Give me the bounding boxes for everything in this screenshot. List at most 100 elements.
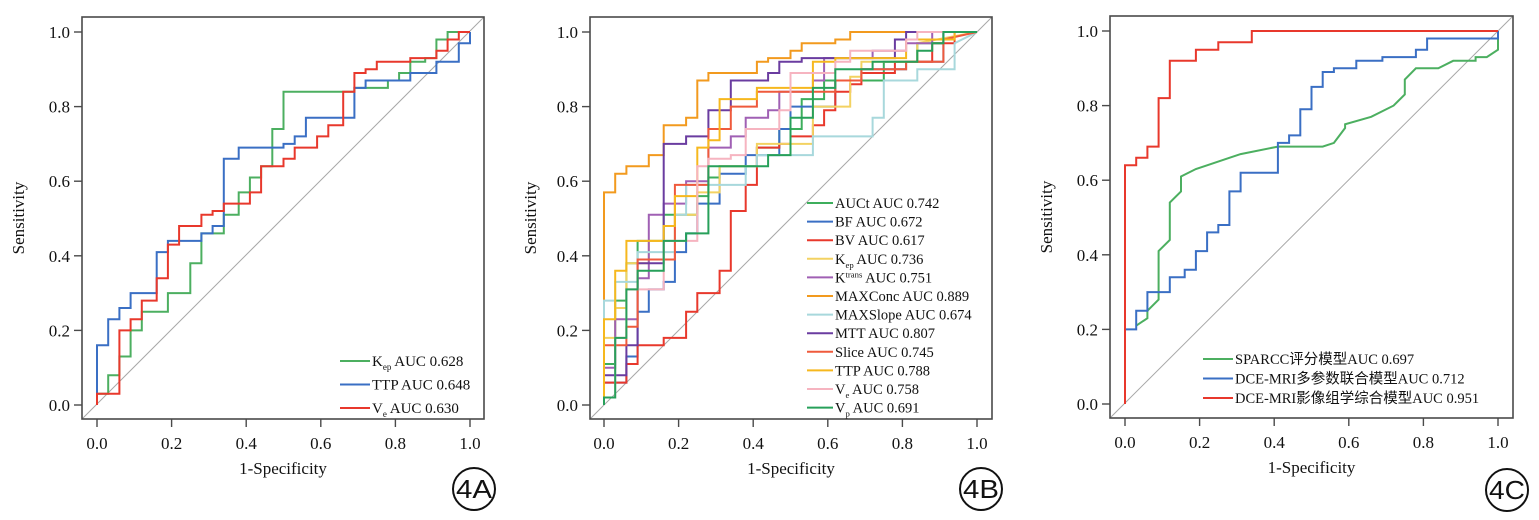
x-tick-label: 0.0: [593, 434, 614, 453]
x-tick-label: 0.4: [236, 434, 258, 453]
panel-label-circle: [959, 467, 1003, 511]
x-tick-label: 0.0: [86, 434, 107, 453]
y-tick-label: 0.2: [557, 321, 578, 340]
x-axis-title: 1-Specificity: [239, 459, 327, 478]
x-tick-label: 0.6: [310, 434, 331, 453]
legend-label: Ve AUC 0.630: [372, 401, 459, 419]
legend-label: MAXSlope AUC 0.674: [835, 308, 972, 324]
legend-item: BF AUC 0.672: [807, 215, 922, 231]
reference-diagonal-line: [1109, 15, 1514, 419]
y-tick-label: 0.2: [1077, 320, 1098, 339]
roc-curve-11: [603, 31, 977, 405]
roc-curve-9: [603, 31, 977, 405]
legend-item: Kep AUC 0.628: [340, 354, 463, 372]
y-tick-label: 0.2: [49, 321, 70, 340]
legend-item: Ve AUC 0.758: [807, 382, 919, 400]
legend-label: AUCt AUC 0.742: [835, 196, 939, 212]
x-tick-label: 1.0: [459, 434, 480, 453]
roc-curve-1: [96, 32, 471, 405]
y-tick-label: 0.6: [1077, 171, 1098, 190]
legend-item: MTT AUC 0.807: [807, 326, 935, 342]
y-tick-label: 0.6: [557, 172, 578, 191]
y-tick-label: 0.4: [557, 247, 579, 266]
y-tick-label: 0.8: [1077, 97, 1098, 116]
legend-label: SPARCC评分模型AUC 0.697: [1235, 351, 1414, 368]
panel-label-circle: [1485, 468, 1529, 512]
panel-label: 4B: [959, 467, 1003, 511]
roc-curve-2: [96, 31, 470, 405]
y-tick-label: 1.0: [49, 23, 70, 42]
roc-curve-0: [1135, 31, 1499, 327]
roc-curve-0: [96, 31, 470, 405]
legend-item: MAXSlope AUC 0.674: [807, 308, 972, 324]
legend-label: Slice AUC 0.745: [835, 345, 934, 361]
x-axis-title: 1-Specificity: [1268, 458, 1356, 477]
legend-label: MAXConc AUC 0.889: [835, 289, 969, 305]
legend-label: MTT AUC 0.807: [835, 326, 935, 342]
legend-label: BF AUC 0.672: [835, 215, 922, 231]
legend-item: MAXConc AUC 0.889: [807, 289, 969, 305]
y-tick-label: 0.8: [557, 98, 578, 117]
x-tick-label: 0.8: [385, 434, 406, 453]
legend-item: TTP AUC 0.788: [807, 363, 930, 379]
y-axis-title: Sensitivity: [521, 181, 540, 254]
plot-frame: [589, 16, 993, 420]
legend-label: Ktrans AUC 0.751: [835, 269, 932, 286]
legend-item: BV AUC 0.617: [807, 233, 925, 249]
legend-item: TTP AUC 0.648: [340, 378, 470, 394]
legend-label: TTP AUC 0.648: [372, 378, 470, 394]
x-tick-label: 0.0: [1114, 433, 1135, 452]
x-tick-label: 0.6: [1338, 433, 1359, 452]
legend-label: TTP AUC 0.788: [835, 363, 930, 379]
panel-label: 4C: [1485, 468, 1529, 512]
plot-frame: [1109, 15, 1514, 419]
x-tick-label: 0.4: [1264, 433, 1286, 452]
legend-item: SPARCC评分模型AUC 0.697: [1203, 351, 1414, 368]
legend-label: BV AUC 0.617: [835, 233, 925, 249]
legend-item: Ve AUC 0.630: [340, 401, 459, 419]
x-tick-label: 1.0: [966, 434, 987, 453]
legend-item: Ktrans AUC 0.751: [807, 269, 932, 286]
panel-label: 4A: [452, 467, 496, 511]
panel-label-text: 4C: [1489, 475, 1525, 505]
roc-curve-2: [1124, 30, 1498, 404]
legend-item: Vp AUC 0.691: [807, 401, 920, 419]
legend-label: Ve AUC 0.758: [835, 382, 919, 400]
reference-diagonal-line: [589, 16, 993, 420]
y-tick-label: 0.8: [49, 98, 70, 117]
roc-curve-5: [603, 31, 977, 405]
x-tick-label: 1.0: [1487, 433, 1508, 452]
panel-label-circle: [452, 467, 496, 511]
y-tick-label: 0.4: [49, 247, 71, 266]
y-axis-title: Sensitivity: [1037, 180, 1056, 253]
reference-diagonal-line: [81, 16, 485, 420]
legend-item: Kep AUC 0.736: [807, 252, 923, 270]
roc-curve-2: [603, 31, 977, 405]
x-tick-label: 0.8: [892, 434, 913, 453]
plot-frame: [81, 16, 485, 420]
roc-panel-4a: 0.0 0.2 0.4 0.6 0.8 1.0 0.0 0.2 0.4 0.6 0.8 1.0 1-Sp…: [9, 16, 496, 511]
x-axis-title: 1-Specificity: [747, 459, 835, 478]
roc-panel-4b: 0.0 0.2 0.4 0.6 0.8 1.0 0.0 0.2 0.4 0.6 0.8 1.0 1-Sp…: [521, 16, 1003, 511]
legend: AUCt AUC 0.742 BF AUC 0.672 BV AUC 0.617 Ke…: [807, 196, 972, 419]
x-tick-label: 0.4: [743, 434, 765, 453]
legend-label: DCE-MRI影像组学综合模型AUC 0.951: [1235, 390, 1479, 407]
roc-curve-8: [603, 31, 978, 405]
legend-item: DCE-MRI影像组学综合模型AUC 0.951: [1203, 390, 1479, 407]
legend-label: Kep AUC 0.736: [835, 252, 923, 270]
legend-label: Kep AUC 0.628: [372, 354, 463, 372]
roc-panel-4c: 0.0 0.2 0.4 0.6 0.8 1.0 0.0 0.2 0.4 0.6 0.8 1.0 1-Sp…: [1037, 15, 1529, 512]
panel-label-text: 4A: [456, 474, 493, 504]
x-tick-label: 0.8: [1413, 433, 1434, 452]
y-tick-label: 1.0: [557, 23, 578, 42]
y-tick-label: 0.4: [1077, 246, 1099, 265]
roc-curve-1: [1125, 31, 1499, 331]
legend: SPARCC评分模型AUC 0.697 DCE-MRI多参数联合模型AUC 0.7…: [1203, 351, 1479, 407]
x-tick-label: 0.2: [668, 434, 689, 453]
x-tick-label: 0.6: [817, 434, 838, 453]
legend-label: Vp AUC 0.691: [835, 401, 920, 419]
legend-item: AUCt AUC 0.742: [807, 196, 939, 212]
legend-item: Slice AUC 0.745: [807, 345, 934, 361]
y-tick-label: 0.0: [557, 396, 578, 415]
